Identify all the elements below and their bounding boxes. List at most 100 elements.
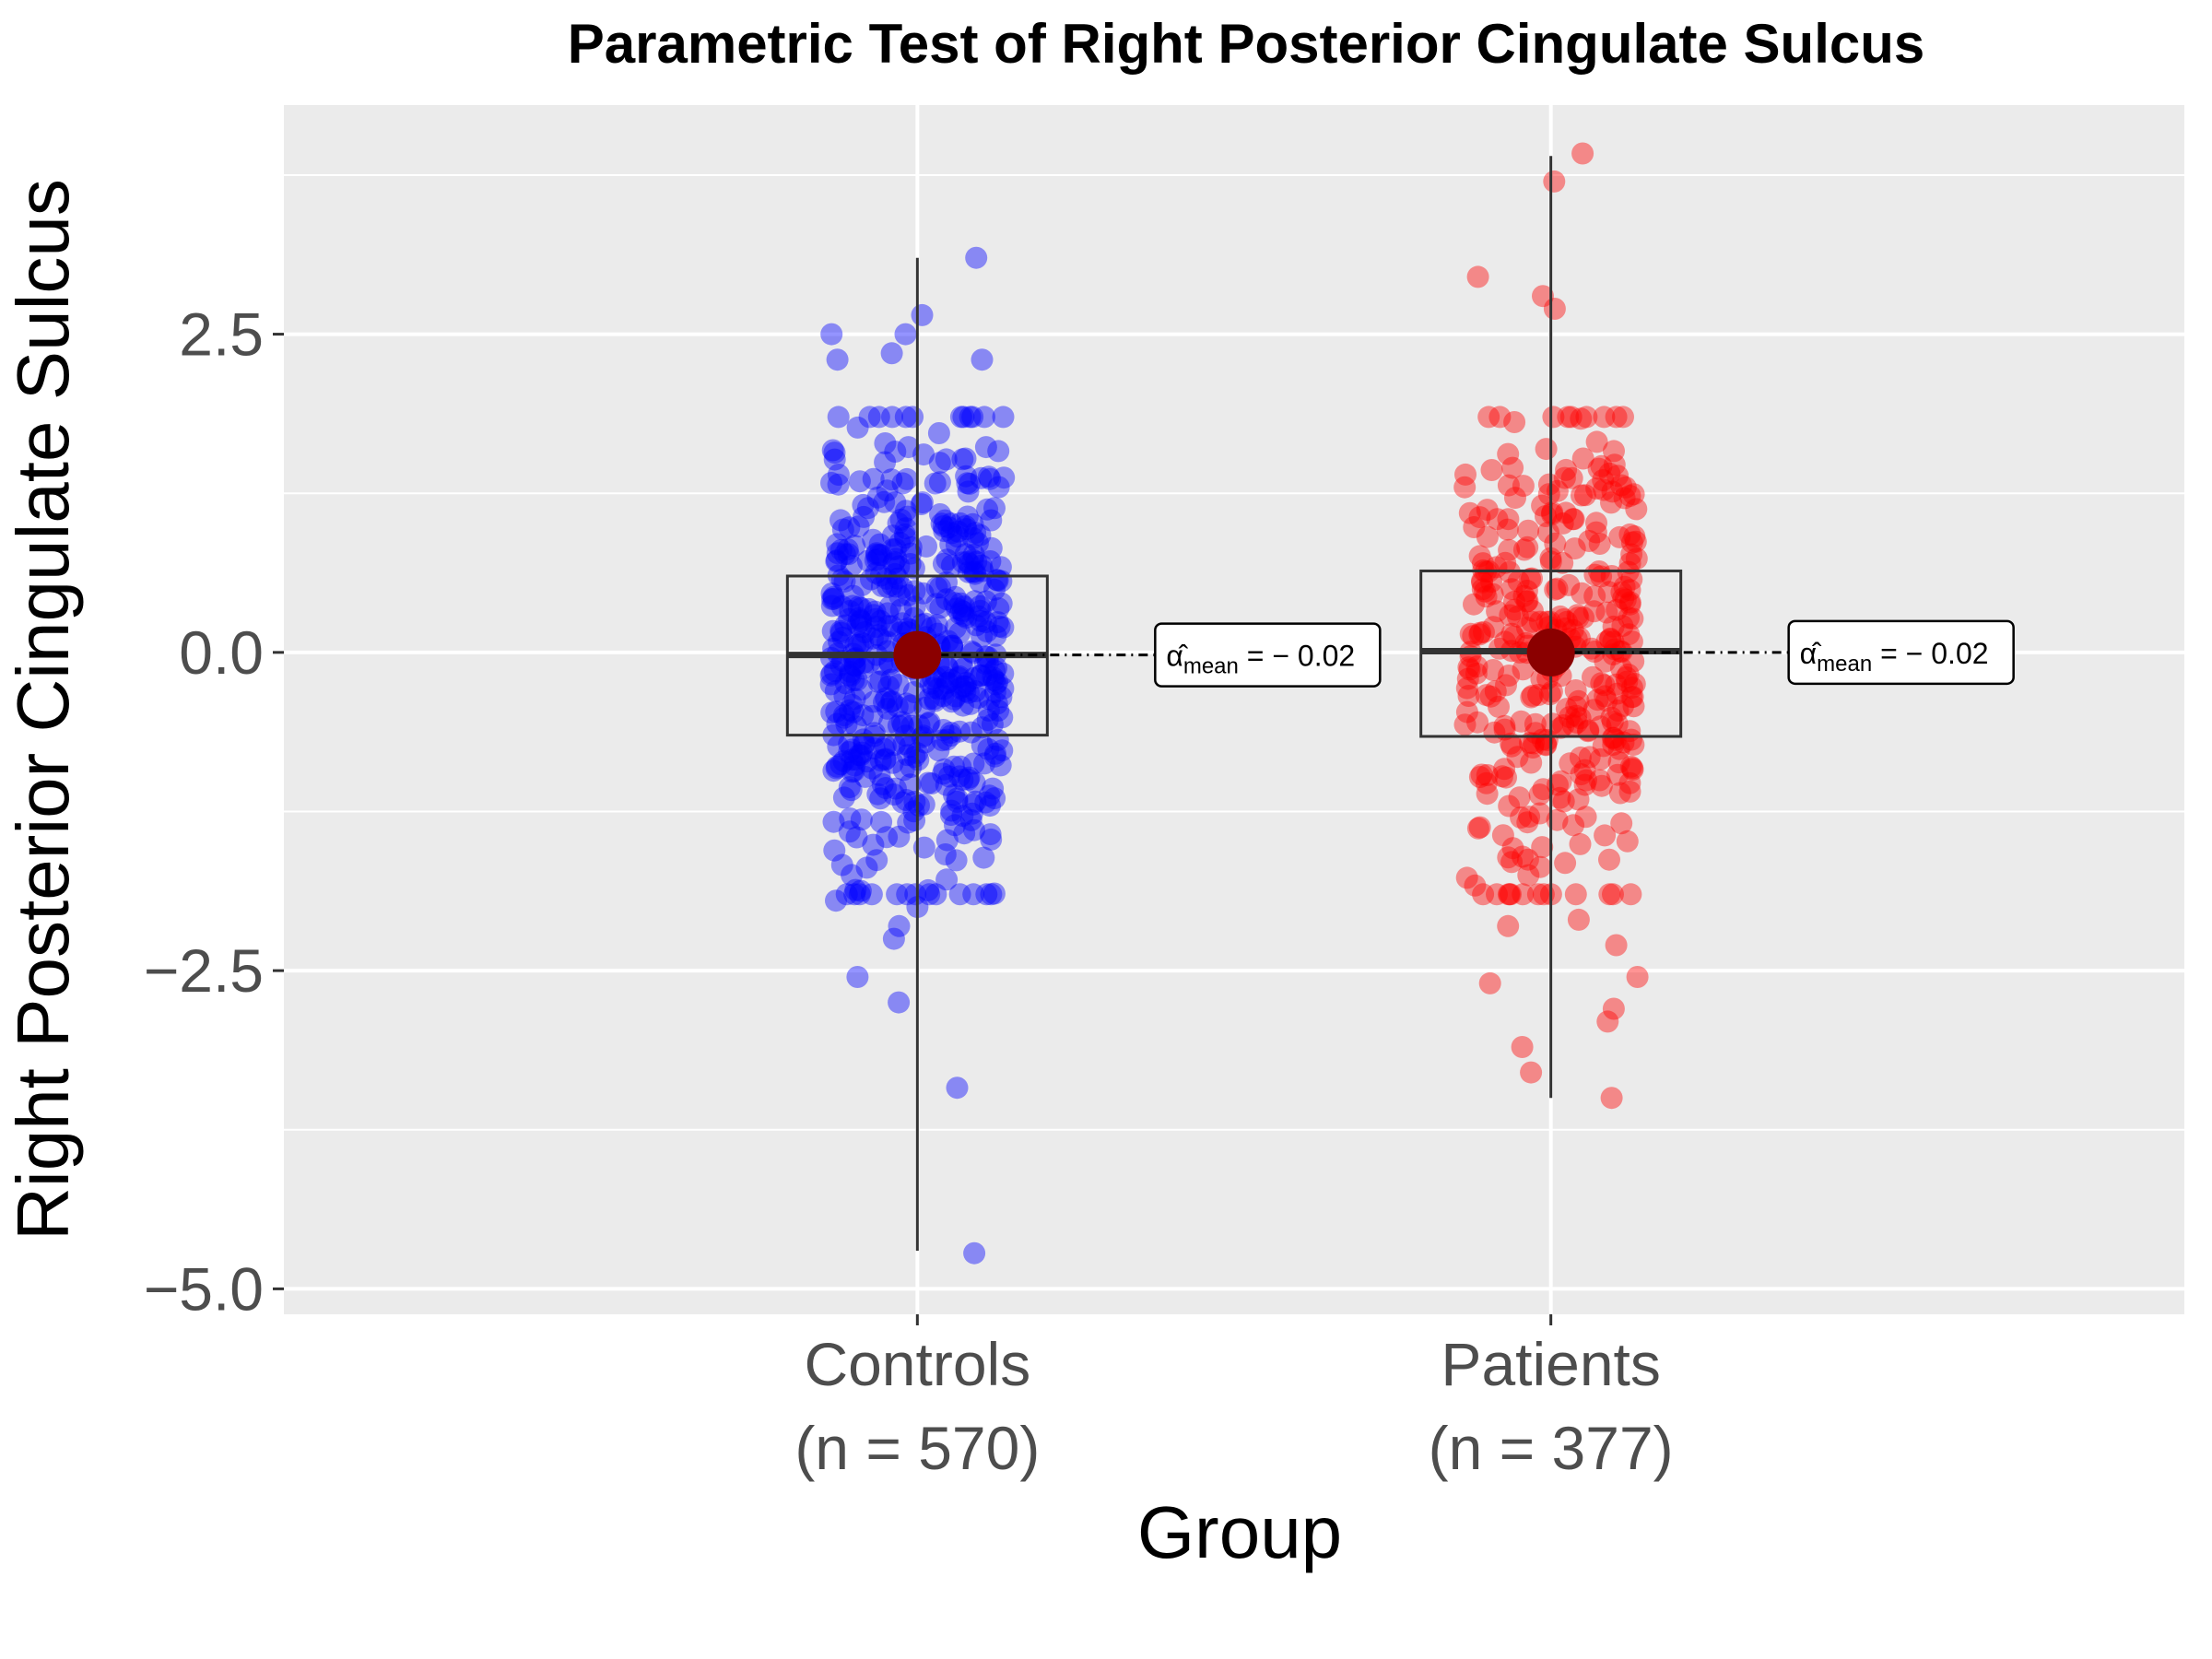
data-point [1582, 665, 1604, 688]
data-point [865, 542, 888, 565]
data-point [964, 680, 987, 702]
data-point [974, 436, 997, 459]
data-point [1504, 487, 1526, 510]
data-point [1500, 851, 1524, 874]
data-point [846, 966, 869, 988]
data-point [875, 777, 898, 799]
data-point [1615, 666, 1638, 688]
data-point [957, 480, 980, 503]
data-point [991, 706, 1014, 729]
data-point [974, 791, 997, 814]
data-point [943, 783, 965, 806]
data-point [1564, 679, 1587, 701]
data-point [839, 699, 861, 722]
data-point [822, 585, 845, 608]
data-point [1556, 610, 1578, 633]
data-point [1574, 806, 1597, 829]
y-tick-label: −2.5 [144, 936, 264, 1005]
data-point [913, 696, 936, 719]
mean-point [1526, 628, 1575, 677]
data-point [841, 748, 864, 771]
data-point [889, 598, 912, 621]
data-point [958, 472, 981, 495]
data-point [1466, 265, 1489, 288]
data-point [987, 440, 1010, 463]
data-point [843, 688, 866, 711]
data-point [1496, 518, 1519, 541]
data-point [971, 625, 994, 648]
data-point [952, 406, 975, 429]
data-point [868, 533, 891, 556]
x-tick-count: (n = 377) [1429, 1414, 1674, 1482]
data-point [1554, 852, 1577, 875]
data-point [869, 749, 892, 771]
data-point [1623, 524, 1646, 547]
data-point [1559, 406, 1583, 429]
data-point [932, 515, 955, 537]
x-tick-label: Patients [1441, 1330, 1660, 1398]
data-point [869, 787, 892, 810]
data-point [827, 735, 850, 758]
data-point [1588, 533, 1611, 555]
data-point [962, 666, 985, 689]
data-point [1542, 406, 1565, 429]
data-point [1515, 580, 1538, 602]
data-point [1506, 605, 1529, 628]
data-point [869, 628, 892, 651]
data-point [1571, 484, 1593, 507]
data-point [984, 624, 1007, 647]
data-point [932, 552, 955, 575]
data-point [982, 777, 1005, 800]
data-point [876, 567, 898, 590]
data-point [1589, 715, 1612, 738]
data-point [826, 755, 849, 778]
data-point [929, 576, 951, 599]
data-point [942, 755, 965, 778]
data-point [957, 560, 980, 583]
data-point [985, 692, 1008, 715]
data-point [1583, 563, 1606, 586]
data-point [884, 491, 907, 514]
data-point [1618, 523, 1641, 546]
data-point [924, 472, 947, 495]
data-point [988, 615, 1011, 638]
data-point [1510, 806, 1533, 829]
data-point [1620, 531, 1643, 554]
data-point [860, 883, 883, 906]
data-point [1572, 606, 1594, 629]
data-point [880, 468, 903, 491]
data-point [922, 677, 945, 700]
data-point [1600, 491, 1622, 514]
data-point [856, 549, 879, 572]
data-point [1501, 837, 1524, 860]
data-point [993, 466, 1016, 489]
data-point [1512, 584, 1535, 607]
data-point [871, 653, 894, 676]
data-point [1472, 552, 1494, 575]
data-point [1503, 598, 1526, 621]
data-point [830, 594, 853, 618]
data-point [867, 671, 890, 693]
data-point [972, 846, 995, 869]
data-point [1569, 746, 1592, 769]
data-point [1565, 695, 1588, 718]
data-point [1625, 547, 1648, 571]
data-point [1543, 170, 1566, 193]
data-point [952, 657, 974, 680]
data-point [992, 616, 1015, 639]
data-point [1469, 621, 1492, 644]
data-point [1575, 769, 1597, 792]
data-point [839, 660, 862, 683]
data-point [1548, 605, 1571, 628]
data-point [956, 550, 979, 573]
data-point [898, 735, 921, 759]
data-point [980, 509, 1003, 532]
data-point [915, 535, 937, 558]
data-point [1565, 704, 1588, 727]
data-point [1601, 711, 1624, 734]
data-point [835, 883, 858, 906]
data-point [1561, 508, 1584, 531]
data-point [848, 470, 871, 493]
data-point [1585, 477, 1608, 500]
data-point [875, 687, 898, 710]
